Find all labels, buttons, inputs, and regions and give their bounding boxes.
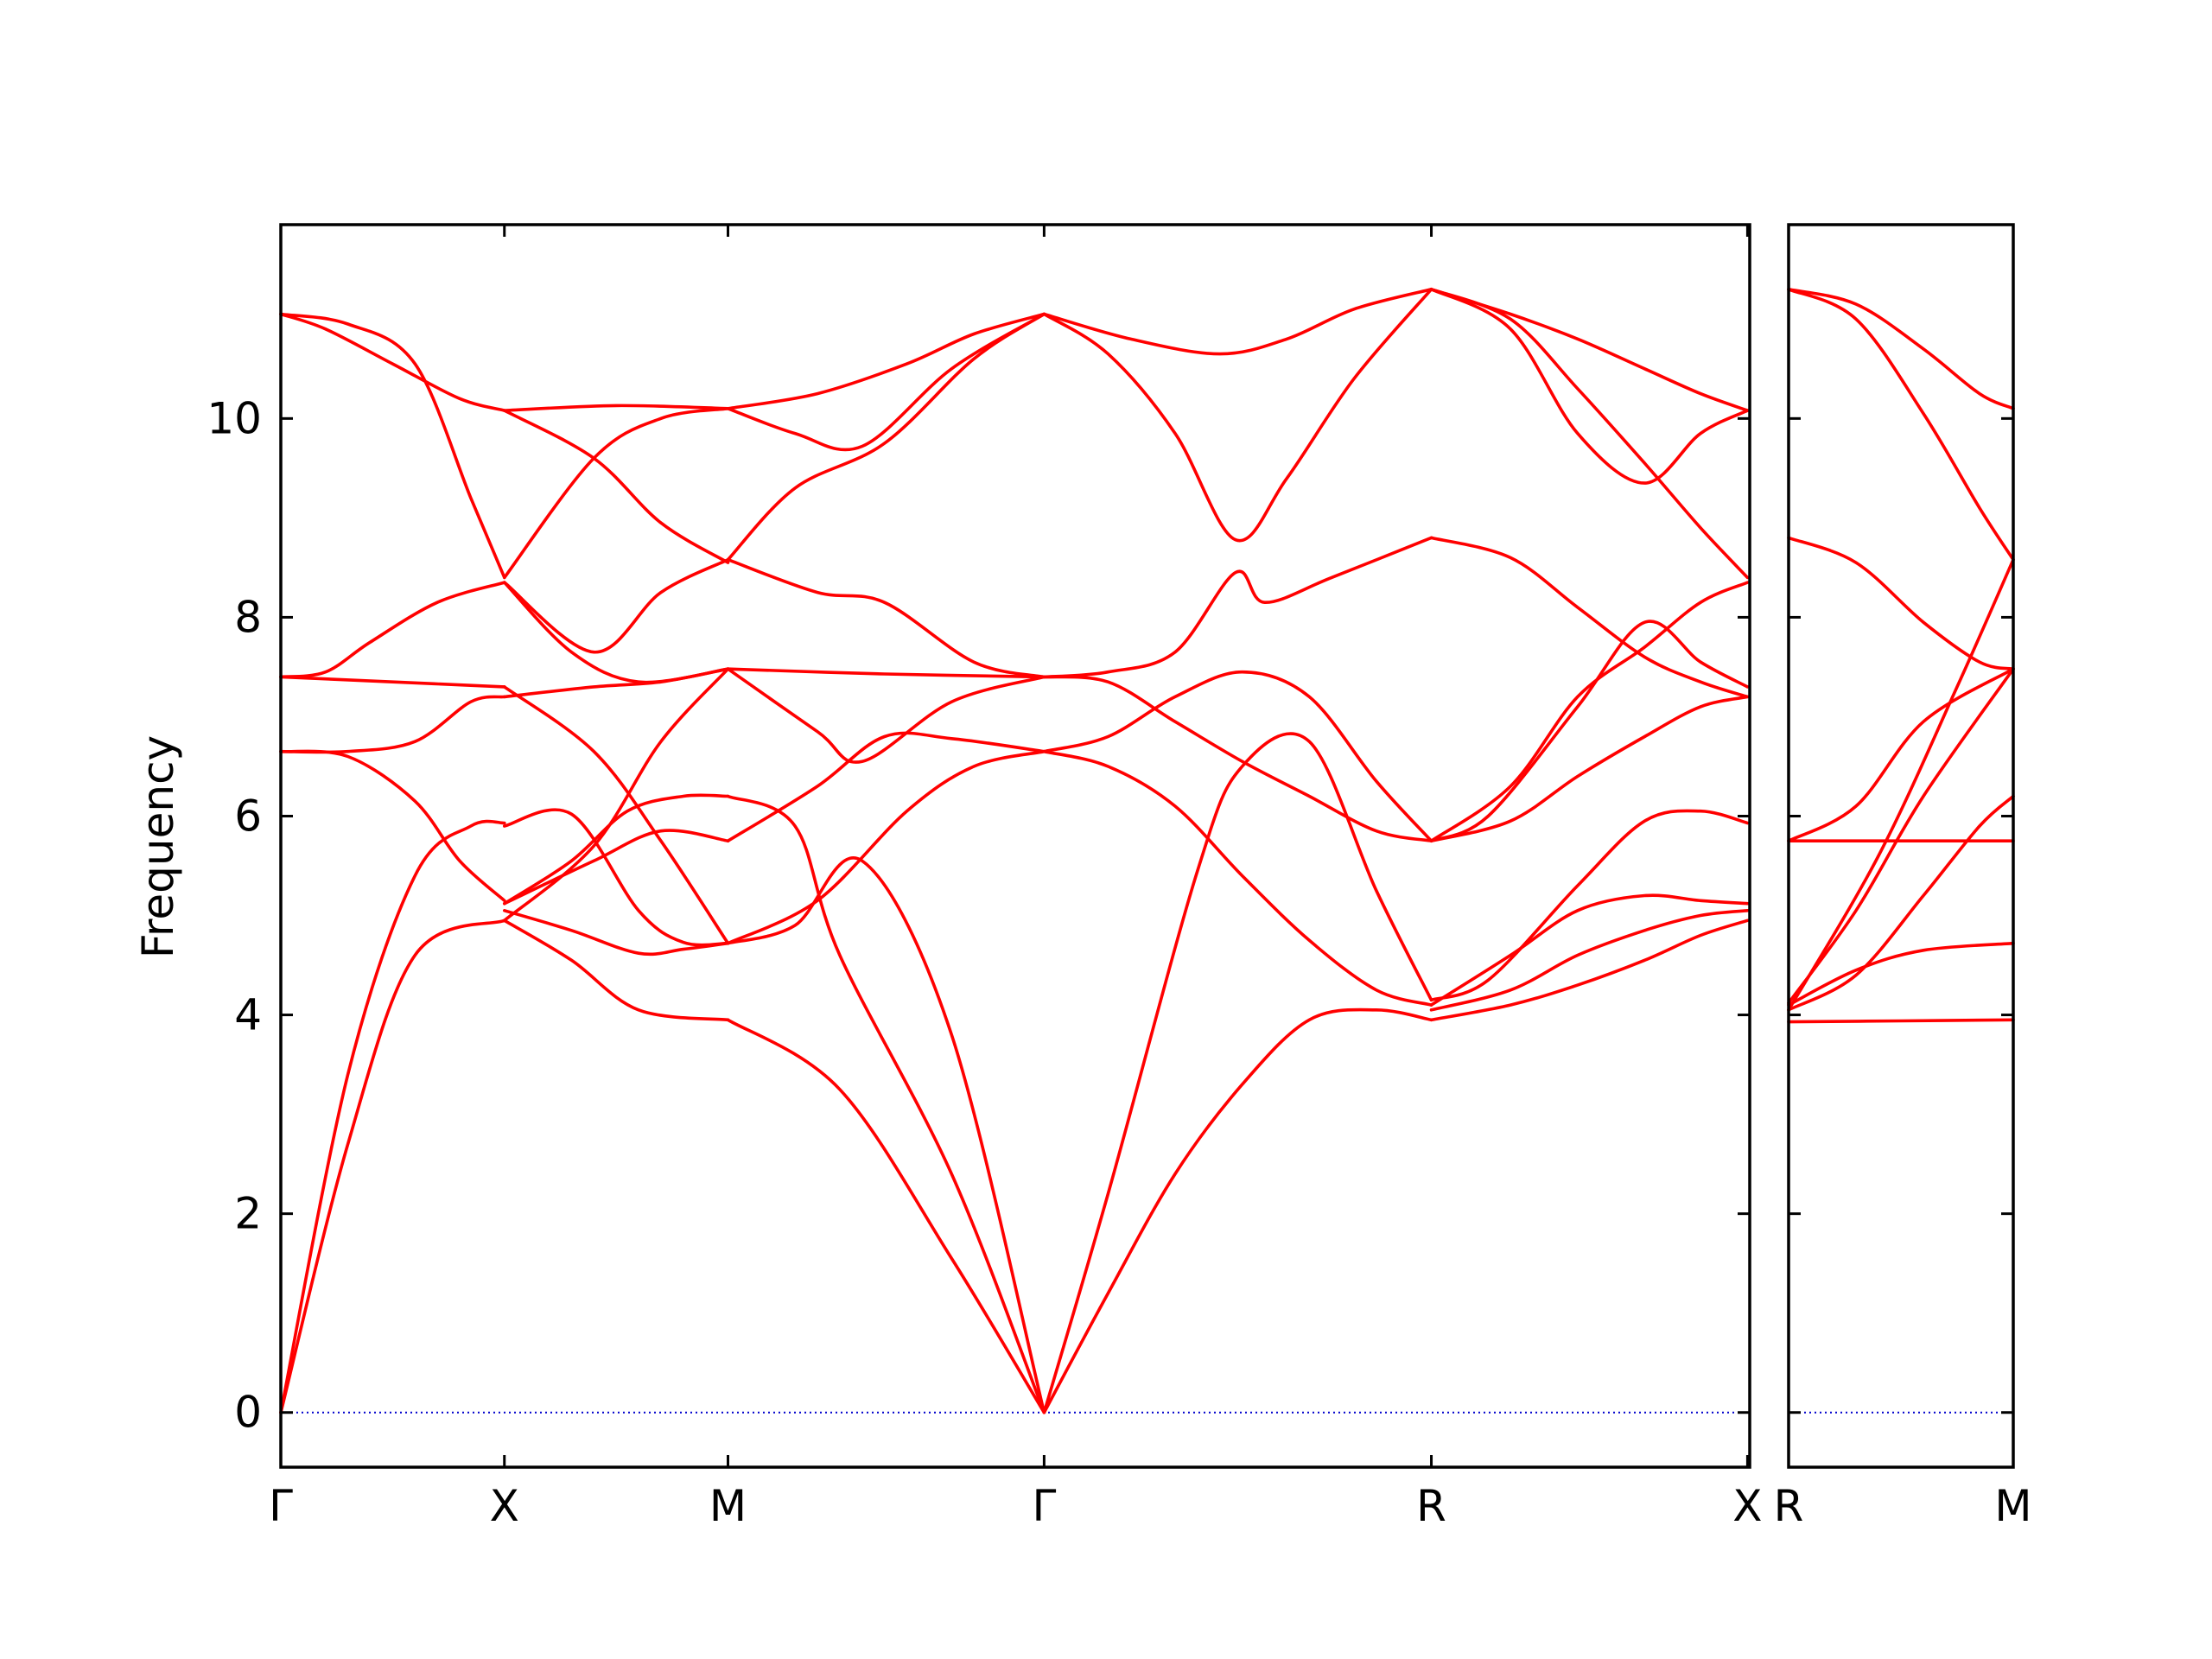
band-line: [1429, 581, 1750, 842]
main-ticks: 0 2 4 6 8 10 Γ X M Γ R X: [207, 225, 1763, 1531]
band-line: [726, 667, 1046, 679]
band-line: [1429, 620, 1750, 842]
x-tick-label: X: [1732, 1481, 1762, 1531]
band-line: [503, 404, 730, 412]
y-tick-label: 6: [234, 791, 262, 841]
band-line: [279, 918, 506, 1414]
band-line: [726, 1018, 1046, 1414]
band-line: [1787, 941, 2015, 1007]
band-line: [726, 749, 1046, 945]
y-tick-label: 2: [234, 1189, 262, 1239]
band-line: [279, 695, 506, 754]
side-bands: [1787, 288, 2015, 1024]
band-line: [1429, 893, 1750, 1007]
band-line: [503, 829, 730, 906]
x-tick-label: R: [1774, 1481, 1804, 1531]
band-line: [1787, 794, 2015, 1012]
band-line: [1787, 557, 2015, 1012]
band-line: [503, 667, 730, 699]
band-line: [503, 581, 730, 684]
band-line: [279, 312, 506, 580]
y-tick-label: 0: [234, 1388, 262, 1438]
band-line: [1787, 1018, 2015, 1024]
band-line: [1042, 288, 1433, 356]
main-panel-frame: [279, 223, 1751, 1469]
x-tick-label: R: [1416, 1481, 1446, 1531]
side-panel-frame: [1787, 223, 2015, 1469]
main-bands: [279, 288, 1750, 1414]
band-line: [1042, 675, 1433, 842]
y-tick-label: 8: [234, 592, 262, 642]
band-line: [1429, 918, 1750, 1022]
x-tick-label: M: [1994, 1481, 2031, 1531]
y-tick-label: 4: [234, 990, 262, 1040]
band-line: [726, 312, 1046, 562]
band-line: [1429, 536, 1750, 699]
band-line: [726, 312, 1046, 410]
band-line: [279, 675, 506, 689]
band-line: [1042, 732, 1433, 1414]
band-line: [1429, 288, 1750, 485]
band-line: [1042, 288, 1433, 543]
main-panel: 0 2 4 6 8 10 Γ X M Γ R X: [207, 223, 1763, 1531]
band-line: [503, 808, 730, 947]
x-tick-label: M: [709, 1481, 747, 1531]
y-axis-label: Frequency: [133, 735, 183, 958]
band-line: [1787, 667, 2015, 1005]
x-tick-label: X: [490, 1481, 519, 1531]
band-line: [1429, 288, 1750, 580]
band-line: [726, 794, 1046, 1414]
band-line: [726, 557, 1046, 679]
band-line: [503, 407, 730, 580]
band-line: [1787, 288, 2015, 410]
band-line: [1042, 1007, 1433, 1414]
band-line: [1429, 695, 1750, 842]
band-line: [1042, 749, 1433, 1007]
band-line: [726, 312, 1046, 452]
band-line: [1787, 288, 2015, 562]
band-line: [726, 856, 1046, 1414]
band-line: [1429, 909, 1750, 1012]
band-line: [1787, 536, 2015, 671]
band-line: [503, 793, 730, 906]
band-line: [726, 731, 1046, 842]
band-line: [1429, 809, 1750, 1002]
x-tick-label: Γ: [1032, 1481, 1056, 1531]
band-line: [503, 409, 730, 564]
x-tick-label: Γ: [269, 1481, 293, 1531]
band-line: [503, 557, 730, 654]
band-line: [503, 667, 730, 923]
band-line: [1042, 670, 1433, 842]
band-line: [279, 312, 506, 412]
band-line: [726, 667, 1046, 764]
band-line: [1042, 536, 1433, 679]
y-tick-label: 10: [207, 393, 262, 443]
band-line: [503, 918, 730, 1022]
band-line: [503, 909, 730, 957]
band-line: [279, 819, 506, 1414]
band-line: [279, 581, 506, 679]
band-line: [1429, 288, 1750, 412]
band-line: [1787, 667, 2015, 842]
